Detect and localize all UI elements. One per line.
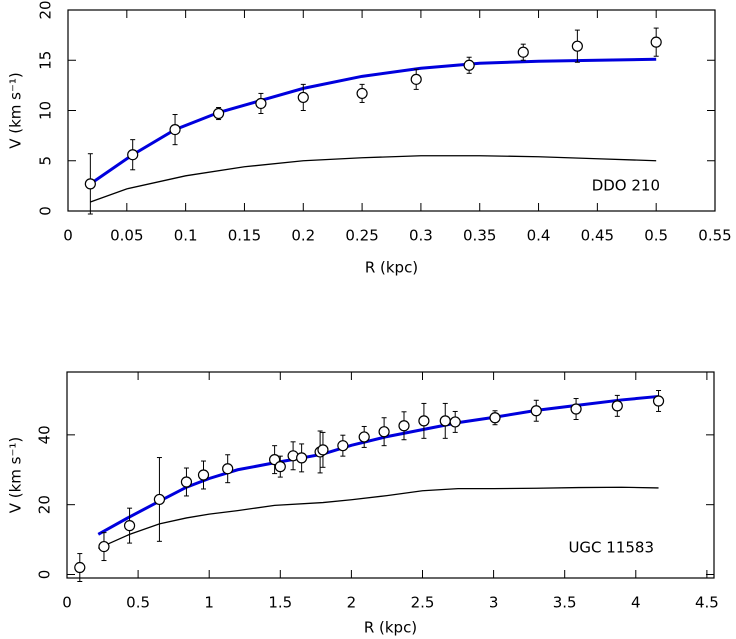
x-tick-label: 3.5 [553,594,577,612]
x-tick-label: 0 [62,594,72,612]
x-tick-label: 0.55 [698,227,731,245]
data-point [652,395,665,407]
x-tick-label: 1.5 [268,594,292,612]
x-tick-label: 1 [204,594,214,612]
data-point [530,405,542,417]
data-point [398,420,410,432]
data-point [439,415,451,427]
x-tick-label: 0.15 [228,227,261,245]
y-tick-label: 20 [36,495,54,514]
y-tick-label: 0 [37,206,55,216]
x-tick-label: 4 [631,594,641,612]
y-axis-label: V (km s⁻¹) [7,72,25,149]
model-curve [98,486,659,549]
x-tick-label: 0.5 [644,227,668,245]
data-point [274,461,286,473]
x-tick-label: 4.5 [695,594,719,612]
data-point [127,149,139,161]
data-point [378,426,390,438]
x-axis-label: R (kpc) [364,619,417,637]
data-point [570,403,582,415]
model-curve [97,394,659,536]
data-point [296,452,308,464]
y-tick-label: 0 [36,570,54,580]
x-tick-label: 0.1 [174,227,198,245]
data-point [297,91,309,104]
model-curve [89,57,657,186]
y-tick-label: 15 [37,51,55,70]
x-tick-label: 2 [347,594,357,612]
data-point [449,416,461,428]
x-tick-label: 2.5 [411,594,435,612]
data-point [169,123,181,136]
data-point [153,493,166,506]
data-point [358,431,370,443]
data-point [123,520,136,532]
data-point [650,36,662,48]
data-point [410,73,422,85]
data-point [74,561,86,574]
x-tick-label: 0.05 [110,227,143,245]
data-point [571,40,583,52]
data-point [98,540,110,553]
data-point [356,87,368,100]
data-point [212,107,225,120]
annotation: DDO 210 [592,177,660,195]
data-point [317,444,329,456]
annotation: UGC 11583 [568,539,654,557]
plot-frame [66,371,715,579]
x-tick-label: 0.5 [126,594,150,612]
y-axis-label: V (km s⁻¹) [7,437,25,514]
model-curve [90,155,657,203]
data-point [84,178,96,190]
y-tick-label: 20 [37,0,55,19]
y-tick-label: 5 [37,156,55,166]
y-tick-label: 10 [37,101,55,120]
x-tick-label: 0 [63,227,73,245]
x-tick-label: 0.35 [463,227,496,245]
data-point [489,412,501,424]
x-tick-label: 0.2 [291,227,315,245]
data-point [337,440,349,452]
data-point [197,469,210,481]
data-point [255,97,267,110]
data-point [180,476,193,488]
x-tick-label: 0.25 [345,227,378,245]
data-point [611,400,623,412]
data-point [222,463,234,475]
x-tick-label: 0.4 [527,227,551,245]
data-point [463,59,475,71]
x-tick-label: 3 [489,594,499,612]
data-point [517,46,529,58]
x-axis-label: R (kpc) [365,259,418,277]
x-tick-label: 0.45 [581,227,614,245]
data-point [418,415,430,427]
y-tick-label: 40 [36,425,54,444]
x-tick-label: 0.3 [409,227,433,245]
